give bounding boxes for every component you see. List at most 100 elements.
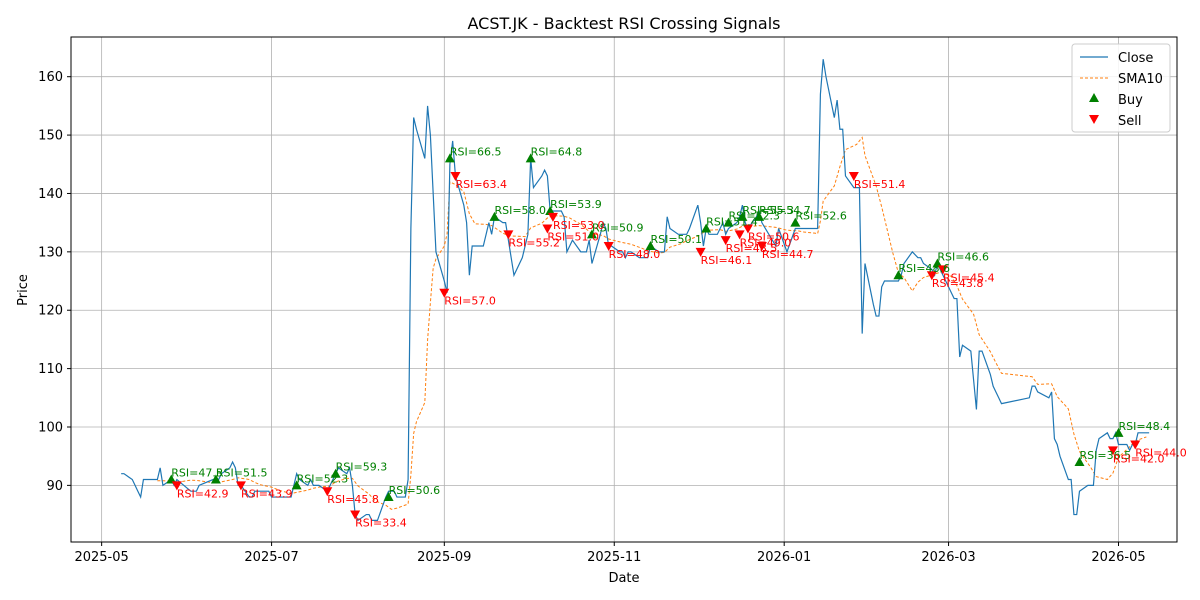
buy-rsi-label: RSI=59.3 — [336, 461, 388, 474]
sell-marker — [322, 487, 333, 497]
sell-rsi-label: RSI=43.8 — [932, 277, 984, 290]
buy-marker — [489, 211, 500, 221]
legend-sell-marker — [1089, 115, 1099, 124]
legend-sma10-label: SMA10 — [1118, 72, 1163, 87]
buy-rsi-label: RSI=46.6 — [937, 251, 989, 264]
buy-marker — [754, 211, 765, 221]
buy-marker — [586, 229, 597, 239]
grid-lines — [71, 37, 1177, 542]
sell-rsi-label: RSI=63.4 — [455, 178, 507, 191]
buy-rsi-label: RSI=53.9 — [550, 198, 602, 211]
buy-marker — [893, 270, 904, 280]
buy-rsi-label: RSI=66.5 — [450, 145, 502, 158]
buy-rsi-label: RSI=52.6 — [795, 210, 847, 223]
sell-marker — [439, 288, 450, 298]
sell-marker — [926, 271, 937, 281]
buy-rsi-label: RSI=55.3 — [742, 204, 794, 217]
buy-marker — [545, 205, 556, 215]
buy-marker — [932, 258, 943, 268]
sell-rsi-label: RSI=53.0 — [553, 219, 605, 232]
buy-rsi-label: RSI=47.5 — [171, 467, 223, 480]
sell-rsi-label: RSI=48.5 — [726, 242, 778, 255]
buy-marker — [790, 217, 801, 227]
y-tick-label: 110 — [38, 362, 63, 377]
y-tick-label: 140 — [38, 187, 63, 202]
sell-rsi-label: RSI=45.8 — [327, 493, 379, 506]
x-tick-label: 2025-07 — [244, 550, 298, 565]
legend-buy-marker — [1089, 93, 1099, 102]
sell-rsi-label: RSI=42.0 — [1113, 452, 1165, 465]
x-tick-label: 2026-03 — [921, 550, 975, 565]
x-axis-title: Date — [608, 571, 639, 586]
sell-marker — [937, 265, 948, 275]
x-tick-label: 2025-09 — [417, 550, 471, 565]
sell-rsi-label: RSI=49.0 — [740, 236, 792, 249]
legend-buy-label: Buy — [1118, 93, 1143, 108]
sell-marker — [695, 247, 706, 257]
sell-marker — [720, 236, 731, 246]
sma10-line — [157, 136, 1147, 510]
sell-marker — [603, 242, 614, 252]
buy-marker — [723, 217, 734, 227]
sell-rsi-label: RSI=45.4 — [943, 271, 995, 284]
legend-sell-label: Sell — [1118, 114, 1141, 129]
sell-marker — [450, 171, 461, 181]
legend: Close SMA10 Buy Sell — [1071, 43, 1171, 133]
sell-marker — [742, 224, 753, 234]
buy-rsi-label: RSI=50.1 — [650, 233, 702, 246]
buy-rsi-label: RSI=50.9 — [592, 221, 644, 234]
sell-marker — [756, 242, 767, 252]
series-layer — [121, 59, 1150, 522]
x-tick-label: 2025-11 — [587, 550, 641, 565]
legend-close-label: Close — [1118, 51, 1153, 66]
buy-rsi-label: RSI=52.3 — [297, 472, 349, 485]
buy-marker — [701, 223, 712, 233]
y-tick-label: 120 — [38, 304, 63, 319]
sell-marker — [503, 230, 514, 240]
sell-marker — [1130, 440, 1141, 450]
buy-marker — [1074, 457, 1085, 467]
buy-marker — [444, 153, 455, 163]
buy-marker — [166, 474, 177, 484]
sell-rsi-label: RSI=44.0 — [1135, 447, 1187, 460]
buy-marker — [525, 153, 536, 163]
x-tick-label: 2026-05 — [1091, 550, 1145, 565]
y-axis-ticks: 90 100 110 120 130 140 150 160 — [38, 70, 71, 494]
buy-rsi-label: RSI=48.4 — [1118, 420, 1170, 433]
buy-rsi-label: RSI=58.0 — [494, 204, 546, 217]
buy-rsi-label: RSI=50.6 — [389, 484, 441, 497]
buy-marker — [291, 480, 302, 490]
buy-rsi-label: RSI=51.4 — [706, 215, 758, 228]
buy-rsi-label: RSI=54.7 — [759, 204, 811, 217]
signal-markers — [166, 153, 1141, 520]
sell-rsi-label: RSI=50.6 — [748, 230, 800, 243]
buy-rsi-label: RSI=64.8 — [531, 145, 583, 158]
buy-rsi-label: RSI=51.5 — [216, 467, 268, 480]
buy-marker — [383, 492, 394, 502]
buy-marker — [210, 474, 221, 484]
sell-marker — [1107, 446, 1118, 456]
y-tick-label: 100 — [38, 420, 63, 435]
y-tick-label: 90 — [46, 479, 63, 494]
sell-rsi-label: RSI=33.4 — [355, 517, 407, 530]
sell-rsi-label: RSI=51.0 — [547, 230, 599, 243]
chart-title: ACST.JK - Backtest RSI Crossing Signals — [467, 14, 780, 33]
x-tick-label: 2026-01 — [757, 550, 811, 565]
buy-rsi-label: RSI=48.6 — [898, 262, 950, 275]
sell-rsi-label: RSI=48.0 — [609, 248, 661, 261]
sell-rsi-label: RSI=55.2 — [508, 236, 560, 249]
close-price-line — [121, 59, 1150, 522]
sell-marker — [235, 481, 246, 491]
sell-marker — [547, 212, 558, 222]
y-tick-label: 160 — [38, 70, 63, 85]
buy-marker — [1113, 427, 1124, 437]
x-tick-label: 2025-05 — [74, 550, 128, 565]
buy-marker — [645, 241, 656, 251]
sell-marker — [542, 224, 553, 234]
buy-rsi-label: RSI=52.3 — [728, 210, 780, 223]
sell-rsi-label: RSI=57.0 — [444, 295, 496, 308]
legend-box — [1071, 43, 1171, 133]
